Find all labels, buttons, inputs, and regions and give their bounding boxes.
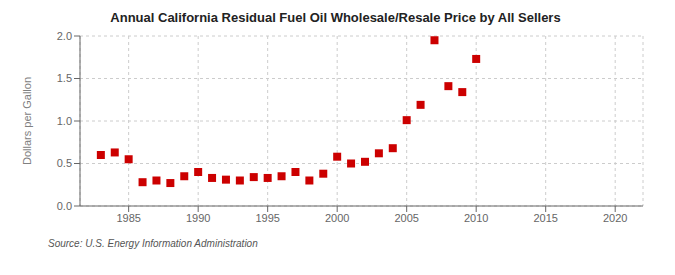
svg-text:1995: 1995	[255, 212, 279, 224]
svg-text:1990: 1990	[186, 212, 210, 224]
svg-text:2015: 2015	[533, 212, 557, 224]
svg-text:2.0: 2.0	[57, 30, 72, 42]
svg-text:2005: 2005	[394, 212, 418, 224]
svg-text:2020: 2020	[603, 212, 627, 224]
svg-text:1.5: 1.5	[57, 72, 72, 84]
svg-text:1985: 1985	[116, 212, 140, 224]
svg-text:0.0: 0.0	[57, 200, 72, 212]
html-text:Source: U.S. Energy Informatio: Source: U.S. Energy Information Administ…	[48, 238, 258, 249]
svg-text:2010: 2010	[464, 212, 488, 224]
svg-text:Dollars per Gallon: Dollars per Gallon	[21, 77, 33, 165]
svg-text:2000: 2000	[325, 212, 349, 224]
html-text:Annual California Residual Fue: Annual California Residual Fuel Oil Whol…	[110, 10, 561, 25]
svg-text:0.5: 0.5	[57, 157, 72, 169]
svg-text:1.0: 1.0	[57, 115, 72, 127]
